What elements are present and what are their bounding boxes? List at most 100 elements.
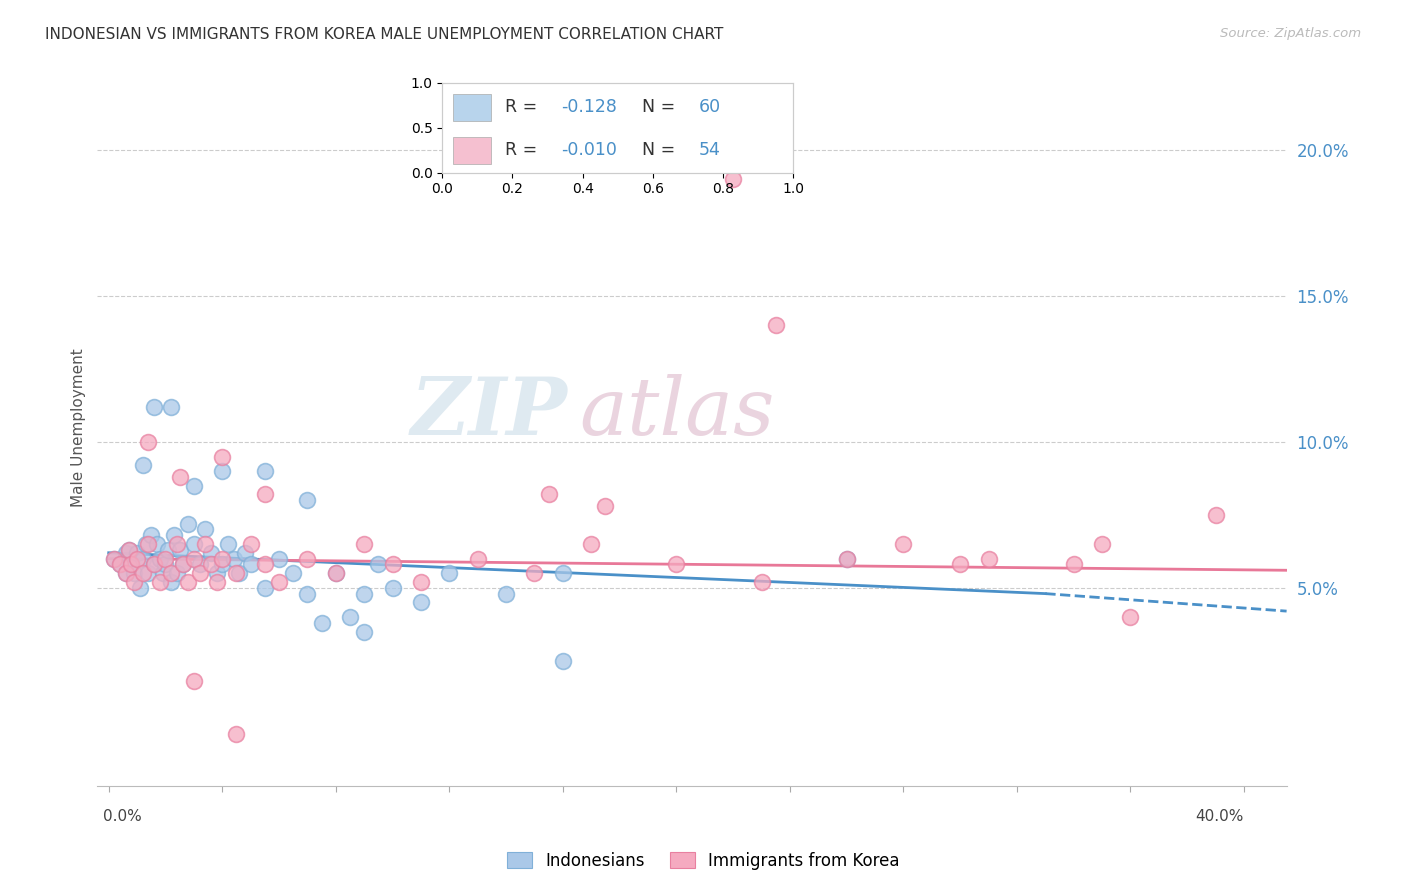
Point [949,558,972,572]
Point [138,434,160,449]
Text: INDONESIAN VS IMMIGRANTS FROM KOREA MALE UNEMPLOYMENT CORRELATION CHART: INDONESIAN VS IMMIGRANTS FROM KOREA MALE… [45,27,723,42]
Point [183,551,205,566]
Point [169,470,191,484]
Point [325,566,347,581]
Point [141,528,163,542]
Point [283,566,305,581]
Point [311,615,333,630]
Point [353,586,375,600]
Point [353,624,375,639]
Point [211,450,233,464]
Point [409,574,432,589]
Point [893,537,915,551]
Point [835,551,858,566]
Text: 40.0%: 40.0% [1195,809,1244,824]
Point [225,566,247,581]
Point [339,610,361,624]
Point [1205,508,1227,522]
Point [205,574,228,589]
Point [205,566,228,581]
Point [152,566,174,581]
Point [835,551,858,566]
Point [495,586,517,600]
Point [114,566,136,581]
Point [253,487,276,501]
Point [117,542,139,557]
Point [163,528,186,542]
Point [551,566,574,581]
Point [537,487,560,501]
Point [127,551,149,566]
Point [120,558,142,572]
Point [169,542,191,557]
Point [325,566,347,581]
Point [381,558,404,572]
Text: 0.0%: 0.0% [103,809,142,824]
Point [103,551,125,566]
Point [200,558,222,572]
Point [177,516,200,531]
Legend: Indonesians, Immigrants from Korea: Indonesians, Immigrants from Korea [501,846,905,877]
Point [409,595,432,609]
Point [183,478,205,492]
Point [353,537,375,551]
Point [194,523,217,537]
Point [114,546,136,560]
Text: Source: ZipAtlas.com: Source: ZipAtlas.com [1220,27,1361,40]
Point [149,551,172,566]
Point [253,464,276,478]
Point [143,558,166,572]
Point [157,542,180,557]
Point [194,537,217,551]
Point [132,551,155,566]
Point [129,581,152,595]
Point [253,558,276,572]
Point [297,551,319,566]
Point [183,537,205,551]
Point [297,586,319,600]
Point [1119,610,1142,624]
Point [665,558,688,572]
Point [117,542,139,557]
Point [120,558,142,572]
Point [122,566,145,581]
Point [467,551,489,566]
Point [367,558,389,572]
Point [211,551,233,566]
Point [217,537,239,551]
Point [135,537,157,551]
Point [751,574,773,589]
Point [132,458,155,473]
Point [138,566,160,581]
Point [1063,558,1085,572]
Point [122,574,145,589]
Point [108,558,131,572]
Point [225,726,247,740]
Point [160,400,183,414]
Point [149,574,172,589]
Point [177,574,200,589]
Point [211,558,233,572]
Point [439,566,461,581]
Point [183,674,205,689]
Point [228,566,250,581]
Point [977,551,1000,566]
Text: ZIP: ZIP [411,375,567,451]
Point [155,558,177,572]
Point [579,537,602,551]
Point [143,400,166,414]
Point [721,172,744,186]
Point [253,581,276,595]
Point [166,537,188,551]
Point [160,566,183,581]
Text: atlas: atlas [579,375,775,451]
Point [143,558,166,572]
Point [188,558,211,572]
Point [1091,537,1114,551]
Point [551,654,574,668]
Point [166,566,188,581]
Point [523,566,546,581]
Point [108,558,131,572]
Point [200,546,222,560]
Point [267,574,290,589]
